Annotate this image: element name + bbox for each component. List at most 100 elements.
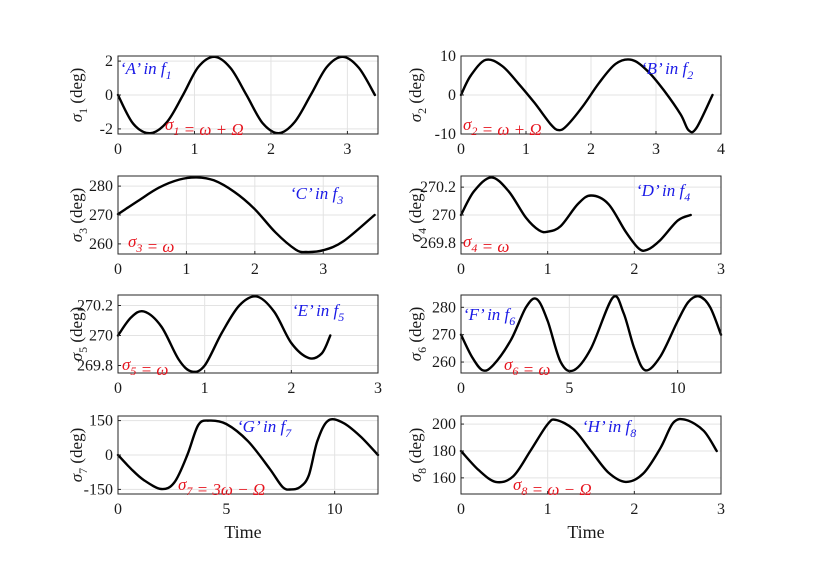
y-tick-label: 260: [432, 354, 456, 371]
y-axis-label: σ6 (deg): [406, 307, 429, 362]
y-tick-label: -2: [100, 121, 113, 138]
x-tick-label: 10: [327, 501, 343, 518]
x-tick-label: 1: [544, 501, 552, 518]
x-tick-label: 3: [343, 141, 351, 158]
x-tick-label: 1: [522, 141, 530, 158]
annotation-angle-definition: σ4 = ω: [463, 232, 509, 256]
y-tick-label: 270.2: [420, 179, 456, 196]
x-tick-label: 0: [457, 501, 465, 518]
subplot-4: 0 1 2 3 269.8 270 270.2σ4 (deg) ‘D’ in f4 σ4 = ω: [406, 175, 725, 278]
y-axis-label: σ7 (deg): [67, 428, 90, 483]
series-line-σ4: [459, 176, 692, 252]
x-tick-label: 5: [222, 501, 230, 518]
series-line-σ2: [459, 58, 714, 134]
x-tick-label: 4: [717, 141, 725, 158]
annotation-resonance: ‘G’ in f7: [237, 417, 292, 440]
y-tick-label: 200: [432, 416, 456, 433]
y-tick-label: 2: [105, 53, 113, 70]
x-tick-label: 3: [374, 380, 382, 397]
x-tick-label: 2: [251, 261, 259, 278]
x-tick-label: 3: [319, 261, 327, 278]
x-tick-label: 3: [652, 141, 660, 158]
y-axis-label: σ4 (deg): [406, 188, 429, 243]
y-axis-label: σ8 (deg): [406, 428, 429, 483]
y-axis-label: σ5 (deg): [67, 307, 90, 362]
axes-frame: [117, 294, 379, 374]
y-tick-label: 180: [432, 443, 456, 460]
axes-frame: [460, 415, 722, 495]
x-tick-label: 10: [670, 380, 686, 397]
x-tick-label: 0: [114, 261, 122, 278]
x-tick-label: 1: [544, 261, 552, 278]
y-axis-label: σ1 (deg): [67, 68, 90, 123]
annotation-angle-definition: σ5 = ω: [122, 355, 168, 379]
annotation-resonance: ‘D’ in f4: [636, 181, 690, 204]
annotation-resonance: ‘A’ in f1: [120, 59, 172, 82]
y-tick-label: 270: [89, 328, 113, 345]
subplot-5: 0 1 2 3 269.8 270 270.2σ5 (deg) ‘E’ in f5 σ5 = ω: [67, 294, 382, 397]
annotation-resonance: ‘H’ in f8: [582, 417, 636, 440]
x-tick-label: 2: [267, 141, 275, 158]
y-tick-label: -150: [84, 481, 113, 498]
annotation-resonance: ‘F’ in f6: [463, 305, 515, 328]
x-axis-label: Time: [567, 522, 604, 542]
x-tick-label: 0: [114, 501, 122, 518]
y-axis-label: σ2 (deg): [406, 68, 429, 123]
y-tick-label: 0: [105, 87, 113, 104]
x-tick-label: 1: [201, 380, 209, 397]
x-axis-label: Time: [224, 522, 261, 542]
x-tick-label: 1: [190, 141, 198, 158]
annotation-angle-definition: σ8 = ω − Ω: [513, 475, 592, 499]
y-tick-label: 150: [89, 413, 113, 430]
y-tick-label: 270.2: [77, 298, 113, 315]
x-tick-label: 3: [717, 261, 725, 278]
x-tick-label: 0: [114, 380, 122, 397]
series-line-σ3: [116, 176, 376, 254]
series-line-σ5: [116, 295, 332, 374]
series-line-σ1: [116, 55, 377, 135]
y-tick-label: 0: [105, 447, 113, 464]
x-tick-label: 0: [457, 261, 465, 278]
y-tick-label: 260: [89, 236, 113, 253]
annotation-resonance: ‘C’ in f3: [290, 184, 343, 207]
x-tick-label: 1: [182, 261, 190, 278]
y-tick-label: 280: [89, 178, 113, 195]
y-tick-label: -10: [435, 126, 456, 143]
axes-frame: [460, 294, 722, 374]
y-tick-label: 0: [448, 87, 456, 104]
annotation-resonance: ‘E’ in f5: [292, 301, 344, 324]
y-tick-label: 269.8: [420, 235, 456, 252]
y-tick-label: 160: [432, 470, 456, 487]
x-tick-label: 2: [587, 141, 595, 158]
annotation-angle-definition: σ7 = 3ω − Ω: [178, 475, 265, 499]
x-tick-label: 0: [457, 141, 465, 158]
x-tick-label: 0: [114, 141, 122, 158]
y-tick-label: 269.8: [77, 358, 113, 375]
y-tick-label: 10: [440, 48, 456, 65]
annotation-angle-definition: σ6 = ω: [504, 355, 550, 379]
y-tick-label: 280: [432, 299, 456, 316]
x-tick-label: 2: [630, 261, 638, 278]
y-tick-label: 270: [89, 207, 113, 224]
series-line-σ6: [459, 295, 723, 373]
y-tick-label: 270: [432, 207, 456, 224]
x-tick-label: 3: [717, 501, 725, 518]
annotation-angle-definition: σ1 = ω + Ω: [165, 115, 244, 139]
y-axis-label: σ3 (deg): [67, 188, 90, 243]
x-tick-label: 2: [287, 380, 295, 397]
annotation-angle-definition: σ3 = ω: [128, 232, 174, 256]
series-line-σ7: [116, 418, 380, 491]
x-tick-label: 0: [457, 380, 465, 397]
y-tick-label: 270: [432, 327, 456, 344]
annotation-resonance: ‘B’ in f2: [641, 59, 693, 82]
annotation-angle-definition: σ2 = ω + Ω: [463, 115, 542, 139]
series-line-σ8: [459, 417, 718, 484]
x-tick-label: 2: [630, 501, 638, 518]
